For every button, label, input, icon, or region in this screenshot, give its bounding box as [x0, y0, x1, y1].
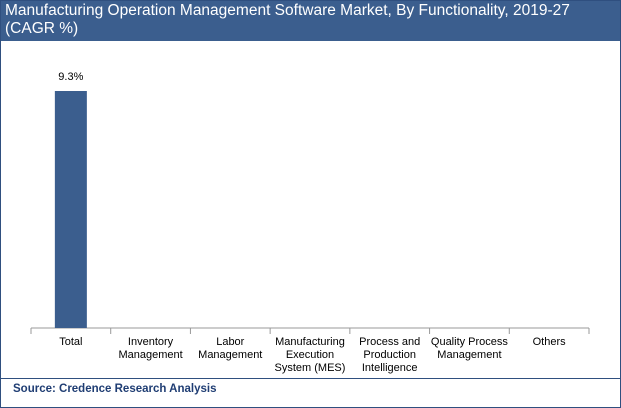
x-tick-label: Process and Production Intelligence — [359, 336, 421, 374]
header-band: Manufacturing Operation Management Softw… — [1, 1, 620, 41]
footer-rule — [1, 378, 620, 379]
chart-title: Manufacturing Operation Management Softw… — [5, 2, 570, 37]
x-tick-label: Total — [59, 336, 83, 348]
source-note: Source: Credence Research Analysis — [13, 383, 217, 395]
value-label: 9.3% — [58, 71, 84, 83]
x-tick-label: Others — [532, 336, 566, 348]
x-tick-label: Manufacturing Execution System (MES) — [274, 336, 346, 374]
x-tick-label: Quality Process Management — [430, 336, 508, 361]
x-tick-label: Labor Management — [198, 336, 263, 361]
bar — [54, 91, 87, 328]
x-tick-label: Inventory Management — [118, 336, 183, 361]
